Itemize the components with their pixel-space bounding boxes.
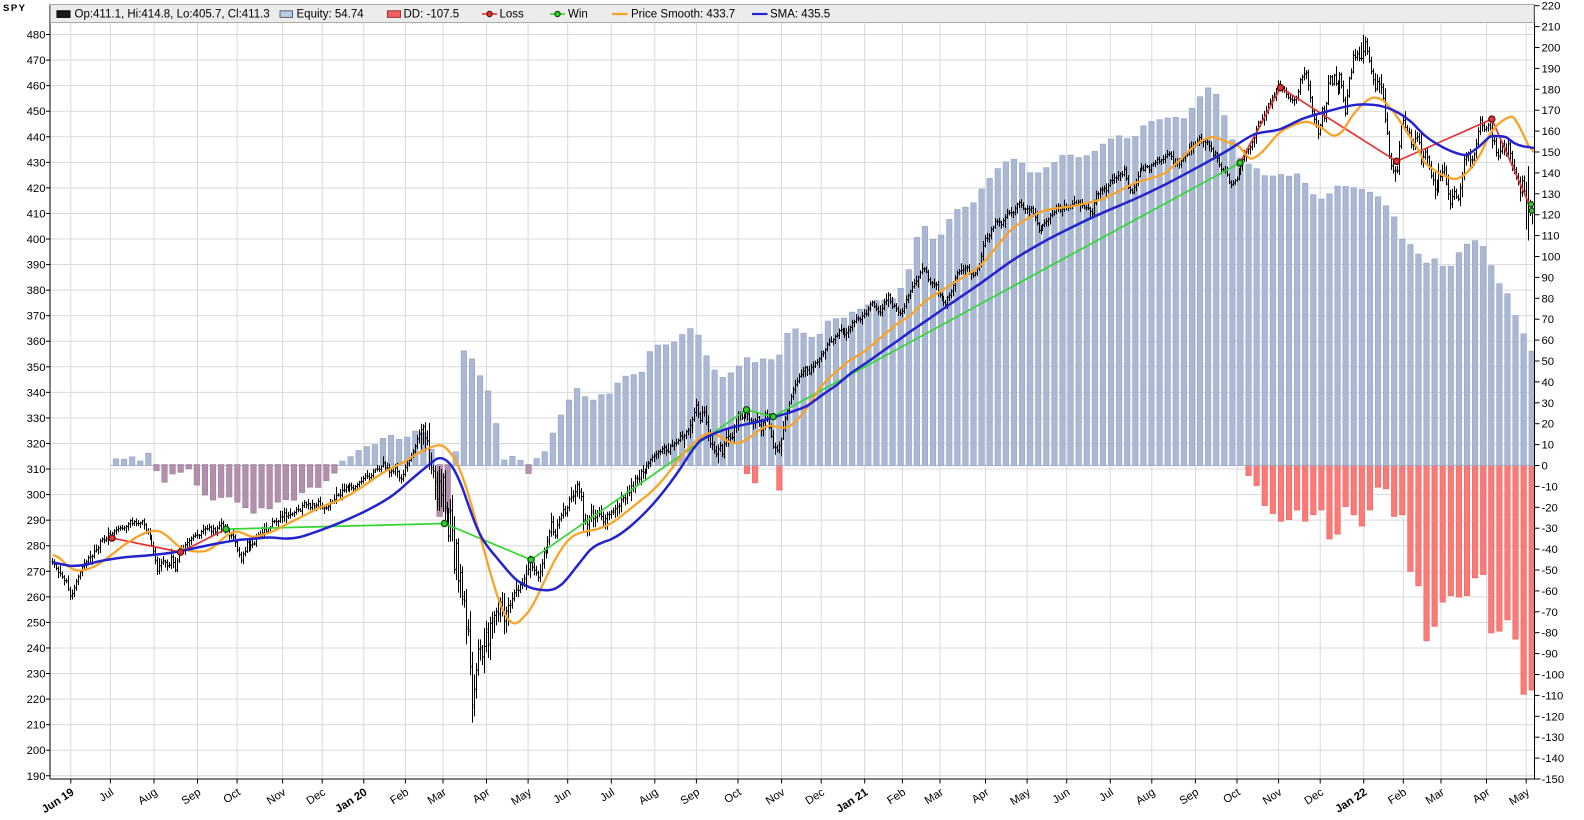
svg-text:200: 200 — [27, 745, 46, 757]
svg-text:80: 80 — [1542, 293, 1555, 305]
svg-text:220: 220 — [1542, 1, 1561, 13]
svg-text:-70: -70 — [1542, 607, 1558, 619]
svg-text:-50: -50 — [1542, 565, 1558, 577]
svg-text:420: 420 — [27, 183, 46, 195]
svg-text:400: 400 — [27, 234, 46, 246]
svg-text:360: 360 — [27, 336, 46, 348]
svg-text:250: 250 — [27, 617, 46, 629]
svg-text:90: 90 — [1542, 272, 1555, 284]
svg-text:330: 330 — [27, 413, 46, 425]
svg-text:180: 180 — [1542, 84, 1561, 96]
svg-text:110: 110 — [1542, 231, 1560, 243]
svg-text:Price Smooth: 433.7: Price Smooth: 433.7 — [631, 9, 735, 21]
svg-text:Equity: 54.74: Equity: 54.74 — [297, 9, 365, 21]
svg-text:270: 270 — [27, 566, 46, 578]
svg-text:-150: -150 — [1542, 774, 1565, 786]
svg-text:70: 70 — [1542, 314, 1555, 326]
svg-text:-120: -120 — [1542, 711, 1565, 723]
svg-text:200: 200 — [1542, 43, 1561, 55]
svg-text:190: 190 — [1542, 63, 1561, 75]
svg-text:-10: -10 — [1542, 481, 1558, 493]
svg-text:440: 440 — [27, 132, 46, 144]
svg-text:460: 460 — [27, 81, 46, 93]
svg-text:-130: -130 — [1542, 732, 1565, 744]
svg-text:390: 390 — [27, 260, 46, 272]
svg-text:-30: -30 — [1542, 523, 1558, 535]
svg-text:Loss: Loss — [500, 9, 525, 21]
svg-text:340: 340 — [27, 387, 46, 399]
svg-text:240: 240 — [27, 643, 46, 655]
svg-text:290: 290 — [27, 515, 46, 527]
svg-text:150: 150 — [1542, 147, 1561, 159]
svg-text:210: 210 — [27, 720, 46, 732]
svg-text:160: 160 — [1542, 126, 1561, 138]
svg-text:120: 120 — [1542, 210, 1561, 222]
svg-text:0: 0 — [1542, 461, 1548, 473]
svg-text:350: 350 — [27, 362, 46, 374]
svg-text:260: 260 — [27, 592, 46, 604]
svg-text:300: 300 — [27, 490, 46, 502]
svg-text:-90: -90 — [1542, 649, 1558, 661]
svg-text:-140: -140 — [1542, 753, 1565, 765]
svg-text:-40: -40 — [1542, 544, 1558, 556]
svg-text:SMA: 435.5: SMA: 435.5 — [770, 9, 830, 21]
svg-text:20: 20 — [1542, 419, 1555, 431]
svg-text:310: 310 — [27, 464, 46, 476]
svg-text:130: 130 — [1542, 189, 1561, 201]
svg-text:-110: -110 — [1542, 690, 1564, 702]
svg-text:DD: -107.5: DD: -107.5 — [404, 9, 460, 21]
svg-text:430: 430 — [27, 157, 46, 169]
svg-text:60: 60 — [1542, 335, 1555, 347]
svg-text:-80: -80 — [1542, 628, 1558, 640]
svg-text:370: 370 — [27, 311, 46, 323]
svg-text:470: 470 — [27, 55, 46, 67]
svg-text:SPY: SPY — [3, 3, 27, 14]
svg-text:480: 480 — [27, 30, 46, 42]
svg-text:100: 100 — [1542, 252, 1561, 264]
svg-text:230: 230 — [27, 669, 46, 681]
svg-text:-20: -20 — [1542, 502, 1558, 514]
svg-text:170: 170 — [1542, 105, 1561, 117]
svg-text:40: 40 — [1542, 377, 1555, 389]
svg-text:Win: Win — [568, 9, 588, 21]
svg-text:380: 380 — [27, 285, 46, 297]
svg-text:Op:411.1, Hi:414.8, Lo:405.7,: Op:411.1, Hi:414.8, Lo:405.7, Cl:411.3 — [75, 9, 270, 21]
svg-text:-100: -100 — [1542, 670, 1565, 682]
svg-text:410: 410 — [27, 208, 46, 220]
svg-text:30: 30 — [1542, 398, 1555, 410]
svg-text:280: 280 — [27, 541, 46, 553]
svg-text:190: 190 — [27, 771, 46, 783]
svg-text:450: 450 — [27, 106, 46, 118]
svg-text:210: 210 — [1542, 22, 1561, 34]
svg-text:220: 220 — [27, 694, 46, 706]
svg-text:140: 140 — [1542, 168, 1561, 180]
svg-text:320: 320 — [27, 438, 46, 450]
svg-text:50: 50 — [1542, 356, 1555, 368]
svg-text:10: 10 — [1542, 440, 1555, 452]
svg-text:-60: -60 — [1542, 586, 1558, 598]
